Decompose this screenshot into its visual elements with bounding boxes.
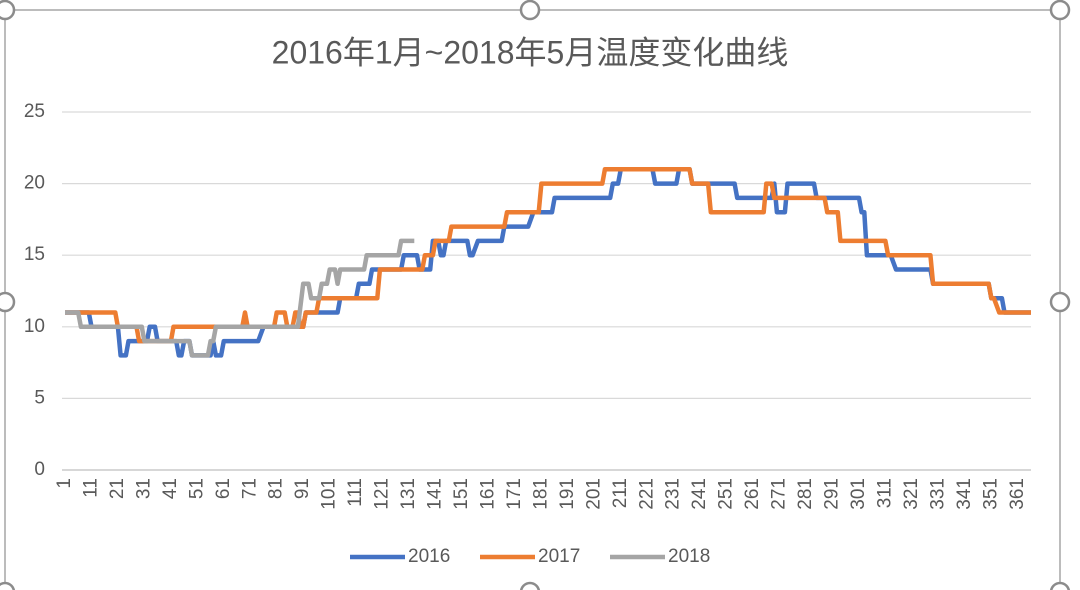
y-tick-label: 25 [24, 101, 45, 122]
x-tick-label: 61 [213, 478, 234, 499]
handle[interactable] [519, 0, 541, 21]
x-tick-label: 331 [927, 478, 948, 510]
x-tick-label: 241 [689, 478, 710, 510]
x-tick-label: 141 [425, 478, 446, 510]
y-tick-label: 5 [34, 387, 45, 408]
x-tick-label: 41 [160, 478, 181, 499]
y-tick-label: 10 [24, 316, 45, 337]
legend-label: 2017 [538, 546, 580, 567]
x-tick-label: 221 [636, 478, 657, 510]
x-tick-label: 51 [186, 478, 207, 499]
x-tick-label: 211 [610, 478, 631, 508]
handle[interactable] [0, 291, 16, 313]
y-tick-label: 20 [24, 173, 45, 194]
handle[interactable] [1049, 581, 1071, 590]
chart-frame[interactable] [4, 9, 1061, 590]
y-tick-label: 0 [34, 459, 45, 480]
x-tick-label: 11 [80, 478, 101, 498]
x-tick-label: 291 [822, 478, 843, 510]
handle[interactable] [1049, 0, 1071, 21]
handle[interactable] [0, 0, 16, 21]
handle[interactable] [1049, 291, 1071, 313]
x-tick-label: 251 [716, 478, 737, 510]
x-tick-label: 91 [292, 478, 313, 499]
x-tick-label: 191 [557, 478, 578, 510]
x-tick-label: 271 [769, 478, 790, 510]
x-tick-label: 1 [54, 478, 75, 489]
handle[interactable] [519, 581, 541, 590]
x-tick-label: 131 [398, 478, 419, 510]
x-tick-label: 171 [504, 478, 525, 510]
legend: 2016 2017 2018 [350, 546, 710, 567]
x-tick-label: 21 [107, 478, 128, 499]
x-tick-label: 231 [663, 478, 684, 510]
legend-label: 2018 [668, 546, 710, 567]
chart-title: 2016年1月~2018年5月温度变化曲线 [272, 34, 789, 70]
legend-label: 2016 [408, 546, 450, 567]
x-tick-label: 161 [477, 478, 498, 510]
x-tick-label: 311 [874, 478, 895, 508]
x-tick-label: 261 [742, 478, 763, 510]
x-tick-label: 81 [266, 478, 287, 499]
x-tick-label: 201 [583, 478, 604, 510]
x-tick-label: 321 [901, 478, 922, 510]
x-tick-label: 111 [345, 478, 366, 507]
x-tick-label: 151 [451, 478, 472, 510]
y-tick-label: 15 [24, 244, 45, 265]
x-tick-label: 181 [530, 478, 551, 510]
x-tick-label: 301 [848, 478, 869, 510]
x-tick-label: 71 [239, 478, 260, 499]
series-line [65, 238, 415, 358]
handle[interactable] [0, 581, 16, 590]
x-tick-label: 341 [954, 478, 975, 510]
x-tick-label: 31 [133, 478, 154, 499]
x-tick-label: 351 [980, 478, 1001, 510]
series-line [65, 167, 1031, 358]
x-tick-label: 361 [1007, 478, 1028, 510]
x-tick-label: 101 [319, 478, 340, 510]
x-tick-label: 121 [372, 478, 393, 510]
x-tick-label: 281 [795, 478, 816, 510]
